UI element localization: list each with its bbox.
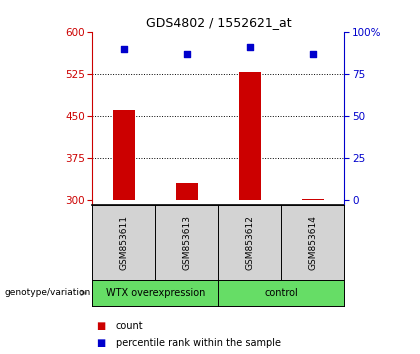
Text: GSM853613: GSM853613	[182, 215, 192, 270]
Text: GSM853611: GSM853611	[119, 215, 129, 270]
Bar	[302, 199, 324, 200]
Text: GSM853614: GSM853614	[308, 215, 318, 270]
Bar	[176, 183, 198, 200]
Text: ■: ■	[97, 338, 106, 348]
Point	[247, 44, 253, 50]
Point	[310, 51, 316, 57]
Text: GDS4802 / 1552621_at: GDS4802 / 1552621_at	[146, 16, 291, 29]
Text: percentile rank within the sample: percentile rank within the sample	[116, 338, 281, 348]
Bar	[113, 110, 135, 200]
Text: genotype/variation: genotype/variation	[4, 289, 90, 297]
Point	[184, 51, 190, 57]
Text: count: count	[116, 321, 143, 331]
Point	[121, 46, 127, 51]
Text: ■: ■	[97, 321, 106, 331]
Text: WTX overexpression: WTX overexpression	[106, 288, 205, 298]
Text: GSM853612: GSM853612	[245, 215, 255, 270]
Text: control: control	[265, 288, 298, 298]
Bar	[239, 72, 261, 200]
